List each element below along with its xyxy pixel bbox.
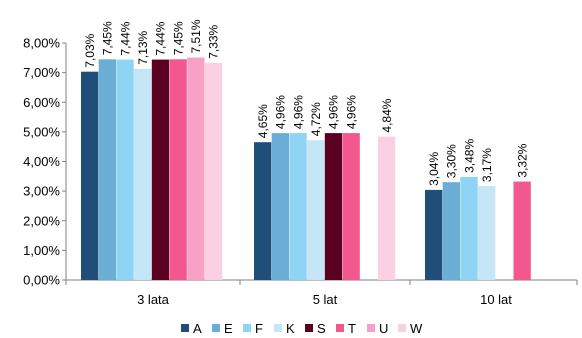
data-label: 3,17% <box>480 148 494 182</box>
data-label: 4,96% <box>344 95 358 129</box>
y-tick-label: 0,00% <box>23 273 60 288</box>
legend-swatch <box>181 324 189 332</box>
y-axis: 0,00% 1,00% 2,00% 3,00% 4,00% 5,00% 6,00% 7,00%… <box>23 36 67 288</box>
bar-E-1 <box>271 133 289 280</box>
data-label: 7,45% <box>101 21 115 55</box>
legend-label: F <box>255 321 263 336</box>
legend-swatch <box>212 324 220 332</box>
bars <box>81 57 531 280</box>
x-axis: 3 lata 5 lat 10 lat <box>65 279 578 307</box>
legend-label: E <box>224 321 233 336</box>
bar-W-0 <box>204 62 223 280</box>
bar-K-1 <box>307 140 325 280</box>
bar-S-1 <box>324 133 343 280</box>
data-label: 7,13% <box>136 30 150 64</box>
legend-label: U <box>379 321 388 336</box>
legend-label: W <box>410 321 423 336</box>
bar-K-0 <box>134 68 152 280</box>
data-label: 4,96% <box>327 95 341 129</box>
data-label: 4,96% <box>274 95 288 129</box>
data-label: 3,48% <box>462 139 476 173</box>
legend-swatch <box>305 324 313 332</box>
y-tick-label: 6,00% <box>23 95 60 110</box>
bar-S-0 <box>151 59 170 280</box>
data-label: 7,03% <box>83 33 97 67</box>
bar-F-0 <box>116 59 134 280</box>
data-labels: 7,03% 7,45% 7,44% 7,13% 7,44% 7,45% 7,51% 7,33%… <box>83 19 530 186</box>
bar-A-2 <box>425 189 443 280</box>
legend-swatch <box>336 324 344 332</box>
legend-label: S <box>317 321 326 336</box>
x-category-label: 3 lata <box>137 292 170 307</box>
bar-T-2 <box>513 181 531 280</box>
data-label: 7,33% <box>207 24 221 58</box>
bar-T-0 <box>169 59 187 280</box>
legend-swatch <box>367 324 375 332</box>
legend-label: K <box>286 321 295 336</box>
bar-F-2 <box>460 176 478 280</box>
legend-label: T <box>348 321 356 336</box>
x-category-label: 10 lat <box>480 292 512 307</box>
data-label: 7,44% <box>118 21 132 55</box>
bar-E-0 <box>98 59 116 280</box>
data-label: 3,04% <box>427 152 441 186</box>
bar-A-0 <box>81 71 99 280</box>
bar-A-1 <box>254 142 272 280</box>
bar-K-2 <box>478 186 496 280</box>
legend-label: A <box>193 321 202 336</box>
data-label: 4,96% <box>291 95 305 129</box>
data-label: 3,32% <box>515 143 529 177</box>
y-tick-label: 1,00% <box>23 243 60 258</box>
legend-swatch <box>398 324 406 332</box>
bar-U-0 <box>187 57 205 280</box>
bar-F-1 <box>289 133 307 280</box>
data-label: 7,45% <box>171 21 185 55</box>
data-label: 4,65% <box>256 104 270 138</box>
bar-E-2 <box>442 182 460 280</box>
data-label: 3,30% <box>445 144 459 178</box>
x-category-label: 5 lat <box>313 292 338 307</box>
y-tick-label: 3,00% <box>23 184 60 199</box>
y-tick-label: 2,00% <box>23 213 60 228</box>
data-label: 7,44% <box>154 21 168 55</box>
bar-W-1 <box>377 136 396 280</box>
data-label: 4,72% <box>309 102 323 136</box>
bar-T-1 <box>342 133 360 280</box>
legend-swatch <box>243 324 251 332</box>
y-tick-label: 4,00% <box>23 154 60 169</box>
y-tick-label: 5,00% <box>23 124 60 139</box>
y-tick-label: 7,00% <box>23 65 60 80</box>
legend-swatch <box>274 324 282 332</box>
y-tick-label: 8,00% <box>23 36 60 51</box>
data-label: 7,51% <box>189 19 203 53</box>
data-label: 4,84% <box>380 98 394 132</box>
